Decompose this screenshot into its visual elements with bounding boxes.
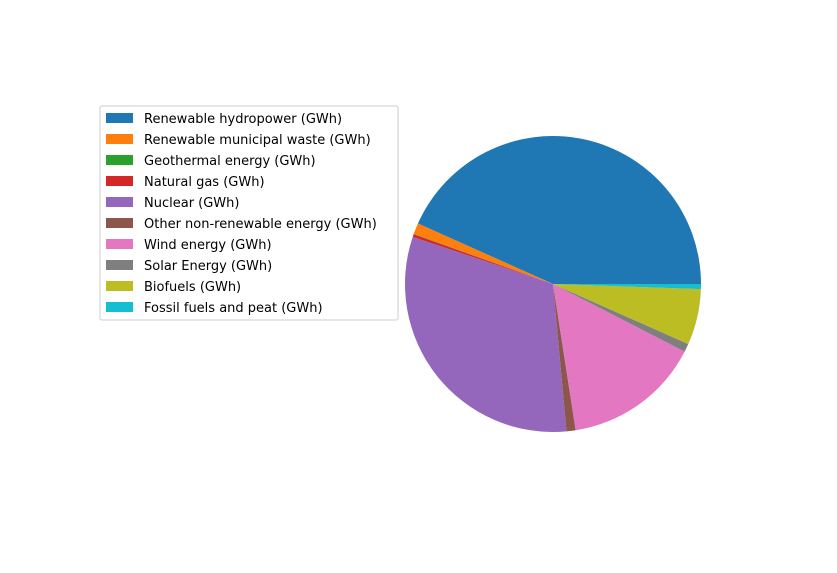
legend-label-9: Fossil fuels and peat (GWh) — [144, 301, 323, 316]
legend-label-6: Wind energy (GWh) — [144, 238, 272, 253]
pie-slice-2 — [413, 233, 553, 284]
legend-label-3: Natural gas (GWh) — [144, 175, 265, 190]
legend-frame — [99, 105, 399, 321]
legend-label-2: Geothermal energy (GWh) — [144, 154, 316, 169]
legend: Renewable hydropower (GWh) Renewable muni… — [99, 105, 399, 321]
legend-label-8: Biofuels (GWh) — [144, 280, 241, 295]
legend-swatch-2 — [106, 155, 133, 165]
legend-label-7: Solar Energy (GWh) — [144, 259, 272, 274]
legend-label-4: Nuclear (GWh) — [144, 196, 239, 211]
pie-slice-1 — [413, 223, 553, 284]
legend-swatch-1 — [106, 134, 133, 144]
legend-label-1: Renewable municipal waste (GWh) — [144, 133, 371, 148]
pie-slice-8 — [553, 284, 701, 345]
legend-swatch-3 — [106, 176, 133, 186]
legend-swatch-4 — [106, 197, 133, 207]
pie-slices — [404, 135, 701, 433]
legend-label-5: Other non-renewable energy (GWh) — [144, 217, 377, 232]
pie-slice-7 — [553, 284, 689, 352]
pie-slice-6 — [553, 284, 685, 431]
legend-items: Renewable hydropower (GWh) Renewable muni… — [106, 112, 377, 316]
pie-slice-3 — [412, 234, 553, 284]
legend-swatch-6 — [106, 239, 133, 249]
pie-slice-4 — [404, 236, 567, 433]
legend-swatch-5 — [106, 218, 133, 228]
legend-swatch-9 — [106, 302, 133, 312]
legend-swatch-7 — [106, 260, 133, 270]
legend-swatch-0 — [106, 113, 133, 123]
legend-label-0: Renewable hydropower (GWh) — [144, 112, 342, 127]
legend-swatch-8 — [106, 281, 133, 291]
pie-slice-9 — [553, 284, 701, 290]
pie-slice-5 — [553, 284, 576, 432]
pie-slice-0 — [417, 135, 701, 284]
